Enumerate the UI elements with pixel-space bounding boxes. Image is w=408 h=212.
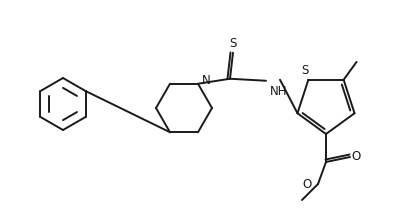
Text: N: N — [202, 74, 211, 87]
Text: NH: NH — [270, 85, 288, 98]
Text: O: O — [351, 149, 361, 163]
Text: O: O — [303, 179, 312, 191]
Text: S: S — [229, 37, 237, 50]
Text: S: S — [302, 64, 309, 77]
